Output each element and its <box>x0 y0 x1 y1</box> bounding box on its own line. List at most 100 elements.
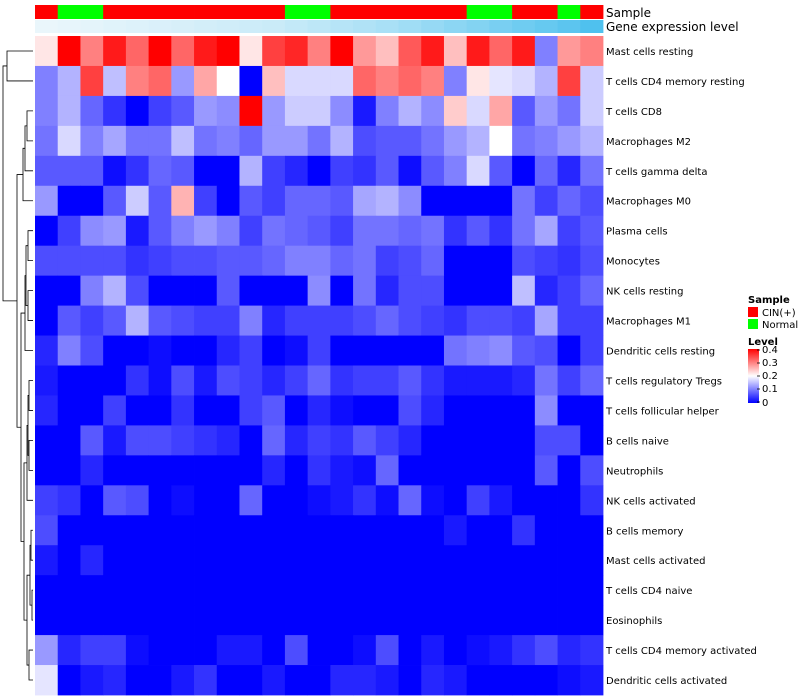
heatmap-cell <box>512 335 536 366</box>
heatmap-cell <box>398 125 422 157</box>
heatmap-cell <box>534 485 558 516</box>
heatmap-cell <box>489 425 513 456</box>
heatmap-cell <box>262 245 286 277</box>
dendrogram-branch <box>28 380 33 411</box>
annotation-cell-gene-expression <box>262 20 286 33</box>
heatmap-cell <box>171 485 195 516</box>
heatmap-cell <box>557 155 581 187</box>
heatmap-cell <box>353 185 377 217</box>
legend-tick-0.2: 0.2 <box>762 371 778 382</box>
legend-swatch-normal <box>748 319 758 329</box>
heatmap-cell <box>57 485 81 516</box>
row-label: Dendritic cells resting <box>606 347 715 358</box>
heatmap-cell <box>80 605 104 636</box>
heatmap-cell <box>330 455 354 486</box>
heatmap-cell <box>239 125 263 157</box>
heatmap-cell <box>148 95 172 127</box>
heatmap-cell <box>125 155 149 187</box>
heatmap-cell <box>262 665 286 696</box>
heatmap-cell <box>421 125 445 157</box>
row-label: Monocytes <box>606 257 660 268</box>
annotation-cell-gene-expression <box>194 20 218 33</box>
heatmap-cell <box>512 215 536 247</box>
heatmap-cell <box>216 305 240 336</box>
heatmap-cell <box>239 155 263 187</box>
heatmap-cell <box>534 605 558 636</box>
heatmap-cell <box>57 665 81 696</box>
heatmap-cell <box>353 36 377 67</box>
annotation-cell-gene-expression <box>534 20 558 33</box>
heatmap-cell <box>534 635 558 666</box>
heatmap-cell <box>512 185 536 217</box>
heatmap-cell <box>421 335 445 366</box>
annotation-cell-gene-expression <box>284 20 309 33</box>
heatmap-cell <box>557 665 581 696</box>
heatmap-cell <box>80 365 104 396</box>
heatmap-cell <box>80 95 104 127</box>
heatmap-cell <box>35 275 59 306</box>
heatmap-cell <box>35 545 59 576</box>
heatmap-cell <box>466 545 490 576</box>
heatmap-cell <box>489 36 513 67</box>
heatmap-cell <box>284 185 309 217</box>
annotation-cell-gene-expression <box>353 20 377 33</box>
heatmap-cell <box>466 335 490 366</box>
heatmap-cell <box>284 125 309 157</box>
heatmap-cell <box>421 245 445 277</box>
heatmap-cell <box>398 605 422 636</box>
heatmap-cell <box>216 275 240 306</box>
heatmap-cell <box>125 305 149 336</box>
heatmap-cell <box>216 455 240 486</box>
dendrogram-branch <box>23 462 27 621</box>
annotation-cell-gene-expression <box>307 20 331 33</box>
heatmap-cell <box>148 515 172 546</box>
heatmap-cell <box>580 425 604 456</box>
heatmap-cell <box>35 485 59 516</box>
heatmap-cell <box>534 305 558 336</box>
heatmap-cell <box>307 665 331 696</box>
heatmap-cell <box>148 65 172 97</box>
heatmap-cell <box>398 335 422 366</box>
heatmap-cell <box>330 395 354 426</box>
heatmap-cell <box>80 395 104 426</box>
annotation-cell-sample <box>512 5 536 19</box>
heatmap-cell <box>353 305 377 336</box>
annotation-cell-sample <box>330 5 354 19</box>
heatmap-cell <box>216 95 240 127</box>
heatmap-cell <box>466 125 490 157</box>
heatmap-cell <box>171 155 195 187</box>
heatmap-cell <box>398 95 422 127</box>
annotation-cell-gene-expression <box>557 20 581 33</box>
heatmap-cell <box>262 575 286 606</box>
heatmap-cell <box>103 515 127 546</box>
heatmap-cell <box>80 335 104 366</box>
dendrogram-branch <box>30 529 33 561</box>
heatmap-cell <box>489 455 513 486</box>
heatmap-cell <box>557 545 581 576</box>
heatmap-cell <box>262 425 286 456</box>
heatmap-cell <box>35 425 59 456</box>
heatmap-cell <box>57 455 81 486</box>
heatmap-cell <box>580 36 604 67</box>
heatmap-cell <box>103 365 127 396</box>
heatmap-cell <box>466 485 490 516</box>
heatmap-cell <box>580 605 604 636</box>
row-label: NK cells resting <box>606 287 683 298</box>
heatmap-cell <box>171 635 195 666</box>
heatmap-cell <box>443 395 468 426</box>
heatmap-cell <box>194 275 218 306</box>
heatmap-cell <box>239 395 263 426</box>
heatmap-cell <box>443 365 468 396</box>
annotation-cell-gene-expression <box>80 20 104 33</box>
heatmap-cell <box>125 665 149 696</box>
heatmap-cell <box>330 425 354 456</box>
heatmap-cell <box>443 605 468 636</box>
heatmap-cell <box>534 185 558 217</box>
legend: Sample CIN(+) Normal Level 0.4 0.3 0.2 0… <box>748 295 798 409</box>
heatmap-cell <box>57 65 81 97</box>
heatmap-cell <box>57 95 81 127</box>
annotation-cell-sample <box>375 5 399 19</box>
heatmap-cell <box>57 36 81 67</box>
row-label: Eosinophils <box>606 616 662 627</box>
heatmap-cell <box>216 485 240 516</box>
